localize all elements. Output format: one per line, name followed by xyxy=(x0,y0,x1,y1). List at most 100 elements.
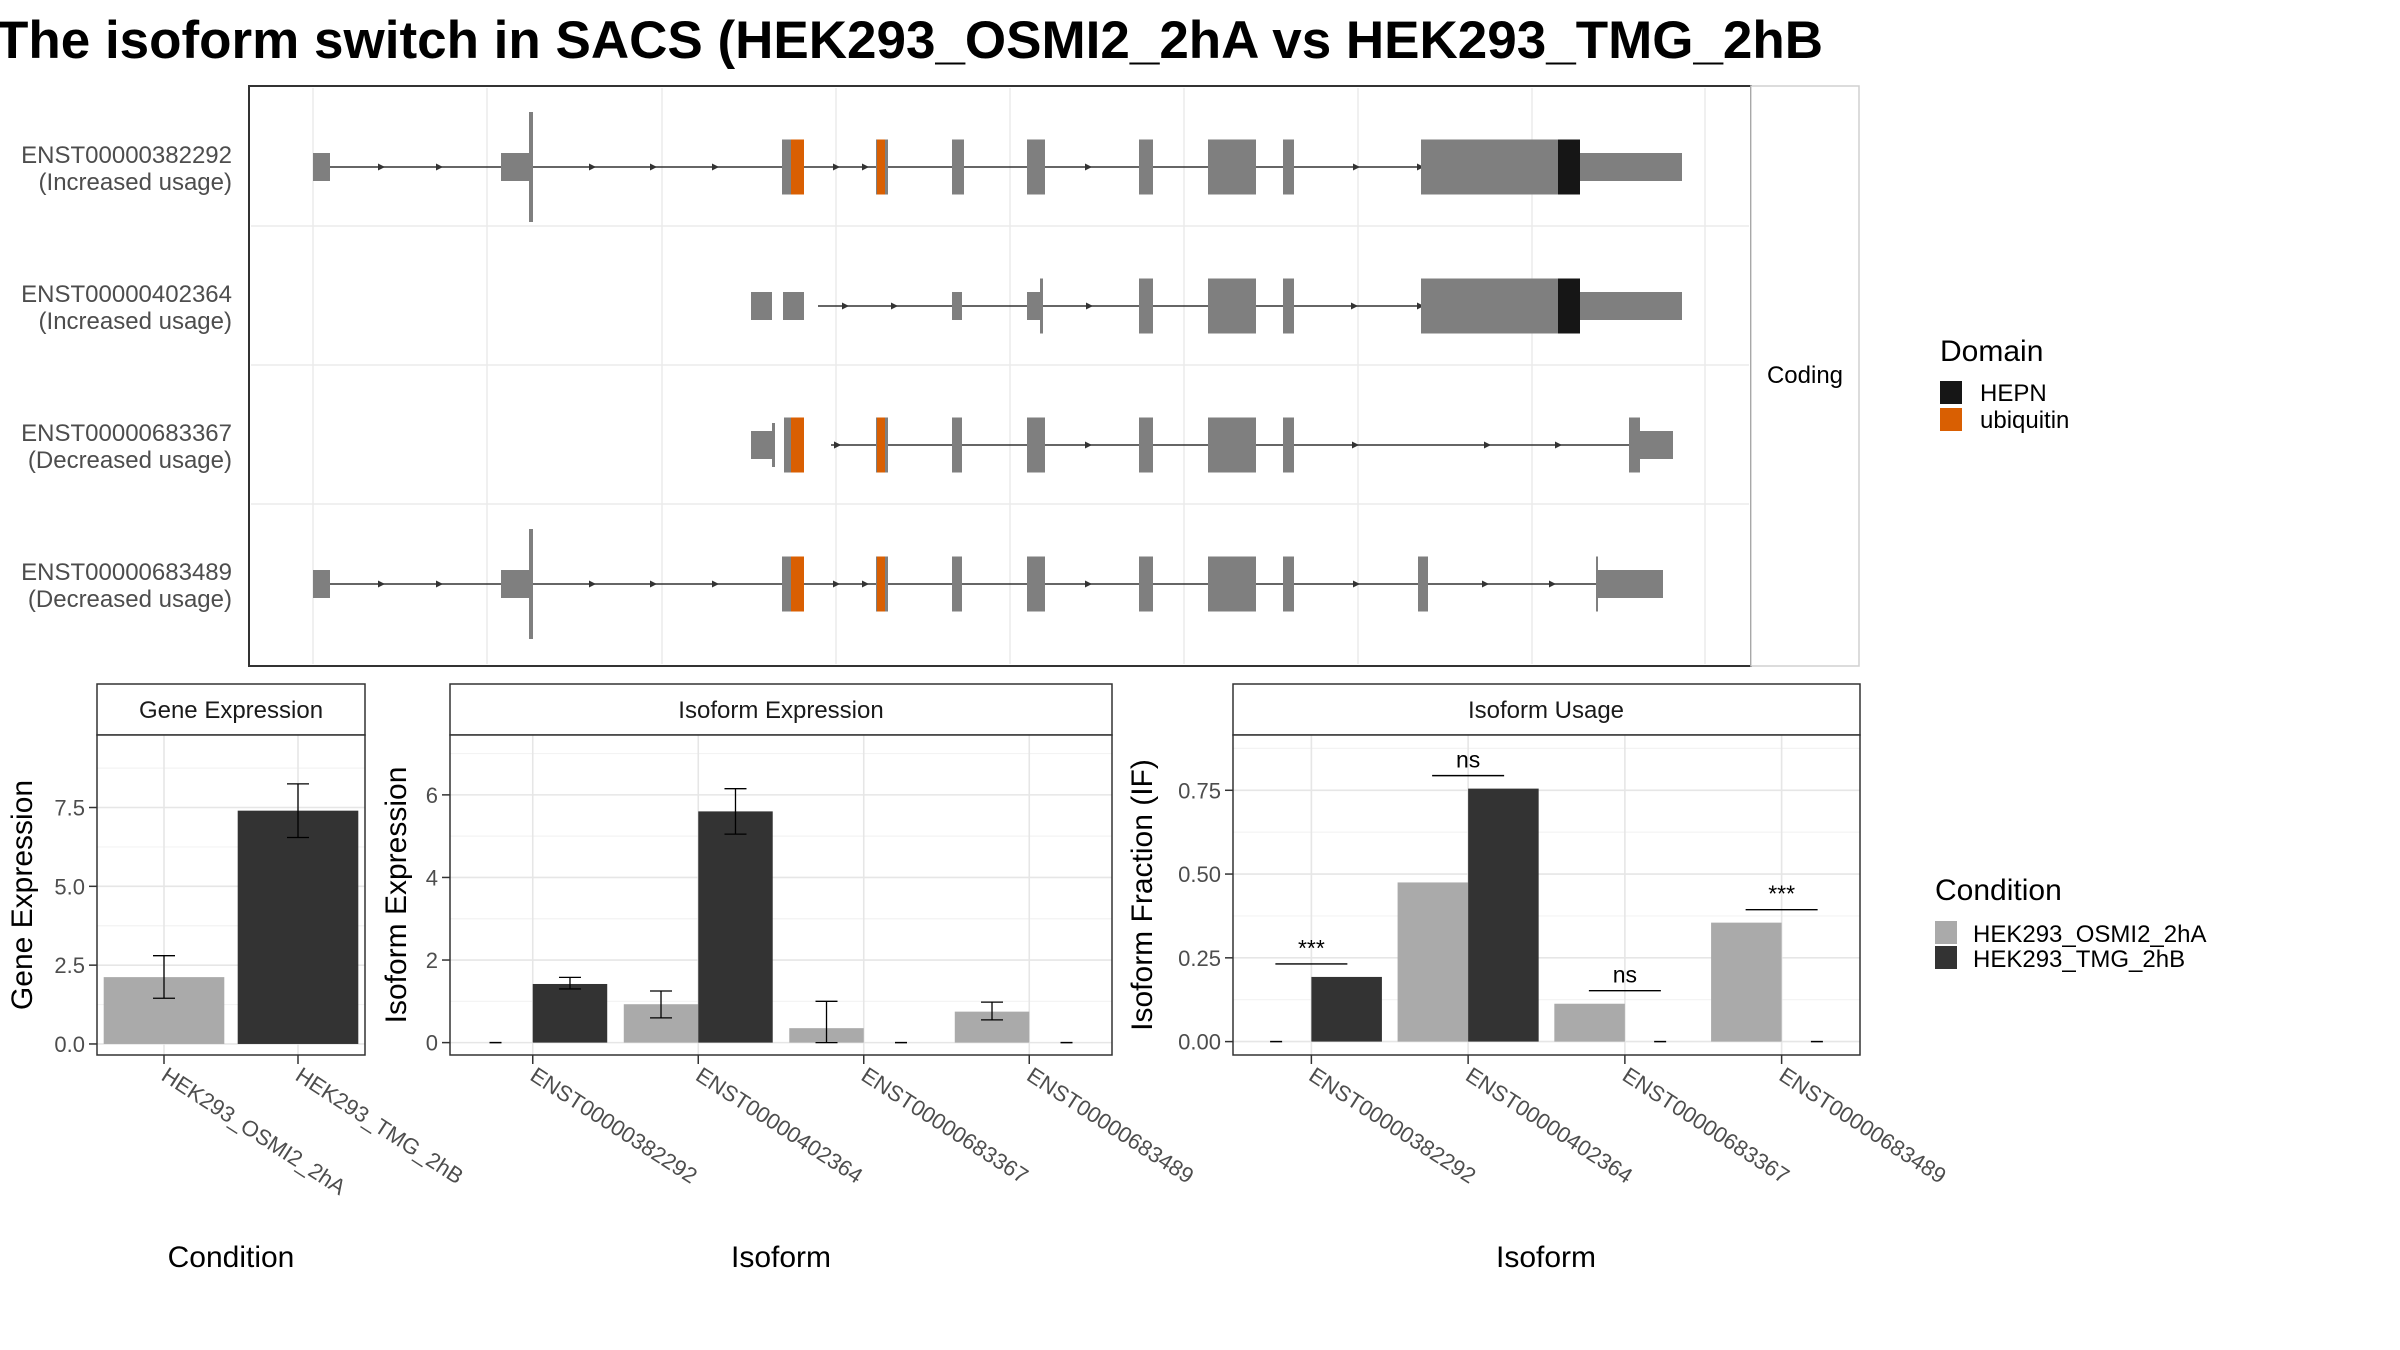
gene-expression-y-ticks: 0.0 2.5 5.0 7.5 xyxy=(54,796,97,1057)
exon-block xyxy=(952,417,962,473)
exon-block xyxy=(1629,417,1640,473)
exon-block xyxy=(1027,556,1045,612)
y-tick-label: 4 xyxy=(426,865,438,890)
strand-arrow xyxy=(1353,580,1360,588)
domain-legend-title: Domain xyxy=(1940,335,2043,368)
exon-block xyxy=(501,570,531,598)
strand-arrow xyxy=(842,302,849,310)
bar xyxy=(1311,976,1382,1042)
strand-arrow xyxy=(1417,302,1424,310)
exon-block xyxy=(1418,556,1428,612)
exon-block xyxy=(1421,139,1558,195)
exon-block xyxy=(1596,556,1598,612)
y-tick-label: 0.0 xyxy=(54,1032,85,1057)
condition-legend: Condition HEK293_OSMI2_2hA HEK293_TMG_2h… xyxy=(1935,874,2206,973)
x-tick-label: ENST00000382292 xyxy=(1305,1062,1481,1188)
isoform-usage-y-ticks: 0.00 0.25 0.50 0.75 xyxy=(1178,778,1233,1055)
transcript-usage-label: (Increased usage) xyxy=(39,169,232,196)
bar xyxy=(1711,922,1782,1042)
strand-arrow xyxy=(1351,302,1358,310)
isoform-usage-y-axis-title: Isoform Fraction (IF) xyxy=(1126,759,1159,1031)
transcript-panel-grid xyxy=(251,88,1749,664)
exon-block xyxy=(313,153,330,181)
exon-block xyxy=(1283,417,1294,473)
strand-arrow xyxy=(1484,441,1491,449)
strand-arrow xyxy=(1085,580,1092,588)
facet-strip-label: Coding xyxy=(1767,362,1843,389)
isoform-expression-x-ticks: ENST00000382292ENST00000402364ENST000006… xyxy=(526,1055,1198,1188)
exon-block xyxy=(1027,292,1040,320)
bar xyxy=(532,983,608,1043)
gene-expression-strip xyxy=(96,683,366,736)
exon-block xyxy=(751,431,772,459)
legend-swatch-ubiquitin xyxy=(1940,408,1962,431)
domain-hepn xyxy=(1558,278,1580,334)
exon-block xyxy=(1027,417,1045,473)
bar xyxy=(1554,1003,1625,1042)
exon-block xyxy=(952,292,962,320)
transcript-panel: Coding ENST00000382292 (Increased usage)… xyxy=(21,85,1860,667)
exon-block xyxy=(501,153,531,181)
strand-arrow xyxy=(1549,580,1556,588)
exon-block xyxy=(1208,556,1256,612)
strand-arrow xyxy=(1353,163,1360,171)
y-tick-label: 2 xyxy=(426,948,438,973)
legend-label-tmg: HEK293_TMG_2hB xyxy=(1973,946,2185,973)
strand-arrow xyxy=(1417,163,1424,171)
exon-block xyxy=(1040,278,1043,334)
exon-block xyxy=(1139,278,1153,334)
domain-ubiquitin xyxy=(877,139,885,195)
isoform-usage-panel: Isoform Usage *** ns ns *** 0.00 0.25 0.50 0.7… xyxy=(1126,683,1951,1274)
domain-ubiquitin xyxy=(791,417,804,473)
bar xyxy=(1397,882,1469,1042)
isoform-usage-title: Isoform Usage xyxy=(1468,697,1624,724)
exon-block xyxy=(1598,570,1663,598)
bar xyxy=(1468,788,1539,1042)
y-tick-label: 0 xyxy=(426,1031,438,1056)
exon-block xyxy=(952,139,964,195)
strand-arrow xyxy=(1352,441,1359,449)
y-tick-label: 0.75 xyxy=(1178,778,1221,803)
transcript-usage-label: (Decreased usage) xyxy=(28,447,232,474)
bar xyxy=(237,810,359,1044)
legend-swatch-hepn xyxy=(1940,381,1962,404)
strand-arrow xyxy=(650,163,657,171)
strand-arrow xyxy=(436,580,443,588)
isoform-expression-x-axis-title: Isoform xyxy=(731,1241,831,1274)
exon-block xyxy=(313,570,330,598)
facet-strip xyxy=(1750,85,1860,667)
strand-arrow xyxy=(378,580,385,588)
x-tick-label: ENST00000683367 xyxy=(857,1062,1033,1188)
exon-block xyxy=(1283,278,1294,334)
strand-arrow xyxy=(589,580,596,588)
gene-expression-title: Gene Expression xyxy=(139,697,323,724)
strand-arrow xyxy=(1482,580,1489,588)
isoform-usage-x-axis-title: Isoform xyxy=(1496,1241,1596,1274)
transcript-label: ENST00000683367 xyxy=(21,420,232,447)
legend-label-ubiquitin: ubiquitin xyxy=(1980,407,2069,434)
bar xyxy=(698,811,773,1043)
exon-block xyxy=(1139,417,1153,473)
exon-block xyxy=(785,556,791,612)
domain-hepn xyxy=(1558,139,1580,195)
significance-label: ns xyxy=(1456,747,1480,773)
y-tick-label: 7.5 xyxy=(54,796,85,821)
strand-arrow xyxy=(650,580,657,588)
exon-block xyxy=(1139,556,1153,612)
exon-block xyxy=(1640,431,1673,459)
isoform-usage-bars: *** ns ns *** xyxy=(1270,747,1823,1043)
exon-block xyxy=(772,423,775,467)
exon-block xyxy=(529,529,533,639)
exon-block xyxy=(952,556,962,612)
exon-block xyxy=(1208,278,1256,334)
legend-swatch-tmg xyxy=(1935,946,1957,969)
exon-block xyxy=(751,292,772,320)
legend-swatch-osmi2 xyxy=(1935,921,1957,944)
significance-label: ns xyxy=(1613,962,1637,988)
domain-legend: Domain HEPN ubiquitin xyxy=(1940,335,2069,434)
strand-arrow xyxy=(862,163,869,171)
x-tick-label: ENST00000402364 xyxy=(692,1062,868,1188)
y-tick-label: 2.5 xyxy=(54,953,85,978)
